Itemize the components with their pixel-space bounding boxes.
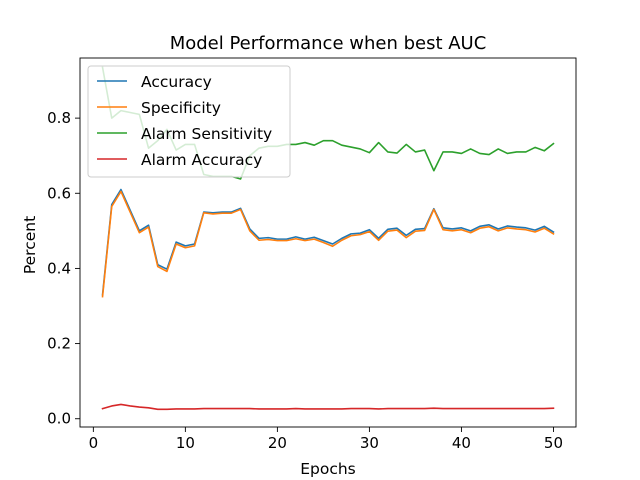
y-tick-label: 0.4: [47, 259, 71, 277]
series-line-specificity: [101, 190, 555, 298]
x-tick-label: 30: [360, 434, 379, 452]
x-tick-label: 40: [452, 434, 471, 452]
chart-title: Model Performance when best AUC: [170, 33, 487, 54]
x-tick-label: 10: [176, 434, 195, 452]
x-axis: 0 10 20 30 40 50: [89, 427, 563, 452]
legend-box: [87, 65, 291, 178]
x-tick-label: 0: [89, 434, 99, 452]
y-tick-label: 0.0: [47, 410, 71, 428]
series-line-alarm-accuracy: [101, 403, 555, 411]
y-tick-label: 0.2: [47, 335, 71, 353]
legend-label-alarm-accuracy: Alarm Accuracy: [141, 151, 262, 169]
y-axis: 0.0 0.2 0.4 0.6 0.8: [47, 109, 80, 428]
x-axis-label: Epochs: [300, 460, 356, 478]
y-tick-label: 0.6: [47, 184, 71, 202]
legend-label-accuracy: Accuracy: [141, 73, 212, 91]
x-tick-label: 50: [544, 434, 563, 452]
legend: Accuracy Specificity Alarm Sensitivity Alar…: [87, 65, 291, 178]
x-tick-label: 20: [268, 434, 287, 452]
legend-label-alarm-sensitivity: Alarm Sensitivity: [141, 125, 272, 143]
legend-label-specificity: Specificity: [141, 99, 221, 117]
y-tick-label: 0.8: [47, 109, 71, 127]
series-line-accuracy: [101, 188, 555, 296]
y-axis-label: Percent: [21, 216, 39, 274]
